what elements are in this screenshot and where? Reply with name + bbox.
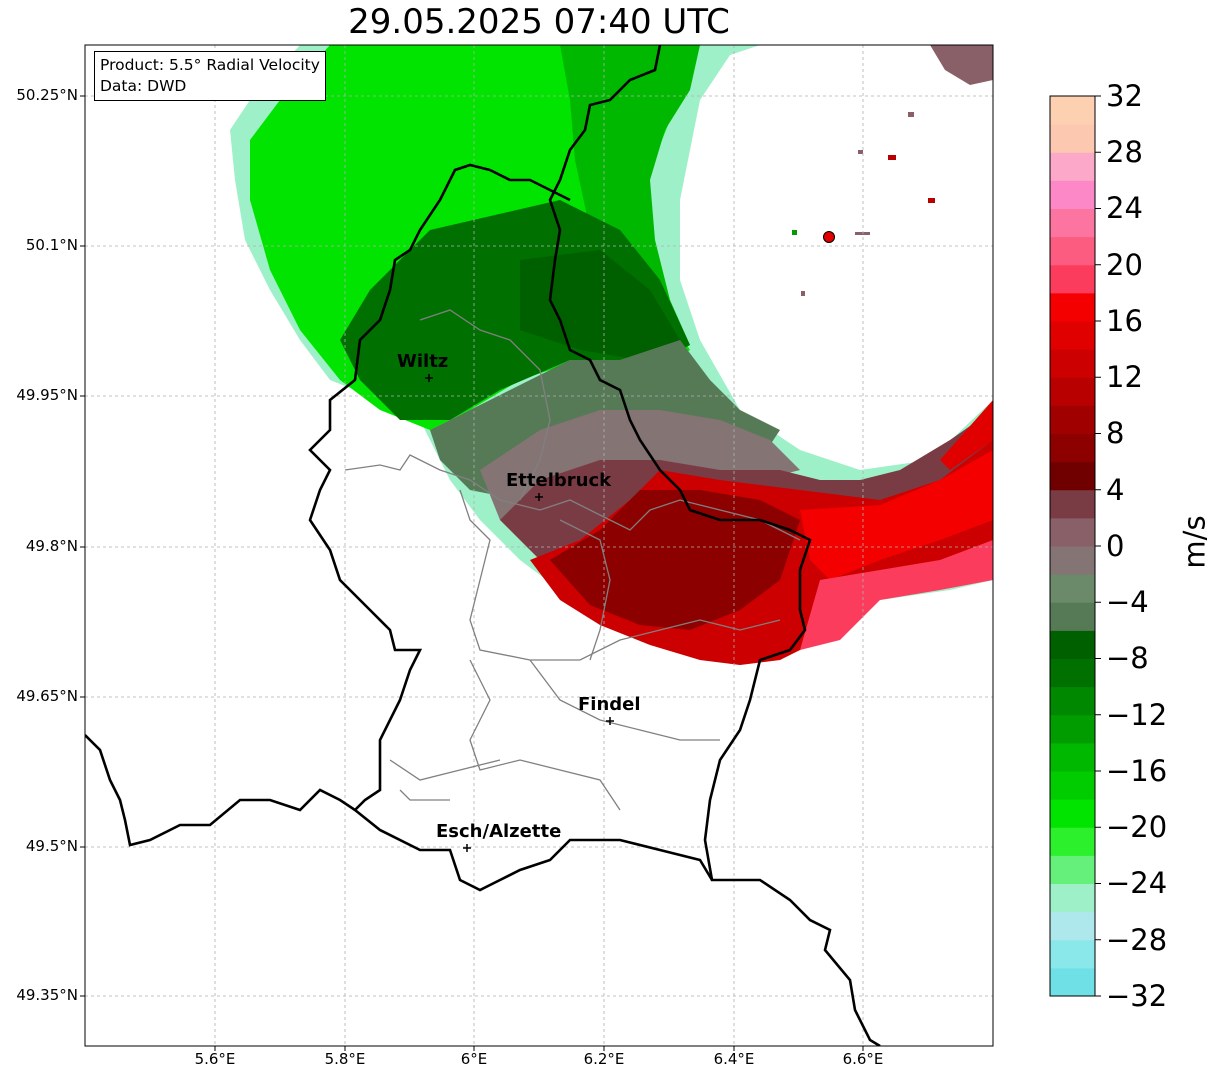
colorbar: [1049, 95, 1101, 997]
colorbar-tick: 24: [1106, 191, 1143, 225]
city-label-findel: Findel: [578, 694, 641, 715]
colorbar-segment: [1050, 574, 1095, 603]
city-label-ettelbruck: Ettelbruck: [506, 470, 612, 491]
lat-label: 50.1°N: [25, 236, 78, 254]
lat-label: 50.25°N: [16, 86, 78, 104]
city-label-wiltz: Wiltz: [397, 351, 449, 372]
colorbar-segment: [1050, 292, 1095, 322]
colorbar-segment: [1050, 799, 1095, 828]
lat-label: 49.65°N: [16, 687, 78, 705]
city-label-esch-alzette: Esch/Alzette: [436, 821, 562, 842]
lon-label: 6.4°E: [713, 1050, 755, 1068]
colorbar-segment: [1050, 714, 1095, 744]
colorbar-segment: [1050, 602, 1095, 631]
colorbar-segment: [1050, 124, 1095, 153]
colorbar-tick: 28: [1106, 135, 1143, 169]
radar-echoes: [230, 45, 993, 665]
colorbar-tick: −4: [1106, 585, 1149, 619]
colorbar-tick: −12: [1106, 698, 1168, 732]
colorbar-tick: 16: [1106, 304, 1143, 338]
axis-ticks: [80, 95, 864, 1051]
colorbar-segment: [1050, 321, 1095, 350]
canton-borders: [344, 309, 801, 811]
colorbar-segment: [1050, 377, 1095, 406]
colorbar-segment: [1050, 96, 1095, 125]
lon-label: 6.6°E: [842, 1050, 884, 1068]
graticule: [85, 45, 993, 1046]
colorbar-segment: [1050, 517, 1095, 547]
colorbar-tick: 12: [1106, 360, 1143, 394]
lat-label: 49.95°N: [16, 386, 78, 404]
lat-label: 49.35°N: [16, 986, 78, 1004]
colorbar-segment: [1050, 208, 1095, 238]
colorbar-segment: [1050, 658, 1095, 688]
colorbar-segment: [1050, 180, 1095, 209]
product-info-box: Product: 5.5° Radial Velocity Data: DWD: [94, 51, 326, 101]
product-label: Product: 5.5° Radial Velocity: [100, 56, 320, 74]
colorbar-tick: 0: [1106, 529, 1125, 563]
colorbar-tick: −20: [1106, 810, 1168, 844]
colorbar-segment: [1050, 771, 1095, 800]
data-source-label: Data: DWD: [100, 77, 187, 95]
colorbar-tick: −32: [1106, 979, 1168, 1013]
colorbar-tick: 4: [1106, 473, 1125, 507]
colorbar-tick: −8: [1106, 641, 1149, 675]
colorbar-segment: [1050, 911, 1095, 941]
lon-label: 6°E: [460, 1050, 488, 1068]
city-markers: [425, 374, 614, 852]
colorbar-segment: [1050, 152, 1095, 181]
national-borders: [85, 45, 881, 1046]
colorbar-segment: [1050, 349, 1095, 378]
colorbar-segment: [1050, 742, 1095, 772]
colorbar-segment: [1050, 967, 1095, 997]
lat-label: 49.5°N: [25, 837, 78, 855]
lon-label: 5.6°E: [194, 1050, 236, 1068]
colorbar-segment: [1050, 489, 1095, 519]
colorbar-segment: [1050, 686, 1095, 716]
colorbar-segment: [1050, 433, 1095, 463]
lon-label: 5.8°E: [324, 1050, 366, 1068]
colorbar-segment: [1050, 630, 1095, 659]
colorbar-tick: −16: [1106, 754, 1168, 788]
lat-label: 49.8°N: [25, 537, 78, 555]
colorbar-segment: [1050, 939, 1095, 969]
colorbar-tick: 8: [1106, 416, 1125, 450]
colorbar-tick: 20: [1106, 248, 1143, 282]
map-title: 29.05.2025 07:40 UTC: [348, 2, 730, 42]
radar-site-marker: [823, 231, 835, 243]
colorbar-tick: −24: [1106, 866, 1168, 900]
colorbar-tick: −28: [1106, 923, 1168, 957]
colorbar-segment: [1050, 236, 1095, 266]
colorbar-segment: [1050, 855, 1095, 884]
colorbar-tick: 32: [1106, 79, 1143, 113]
colorbar-unit-label: m/s: [1177, 515, 1207, 569]
colorbar-segment: [1050, 264, 1095, 294]
colorbar-segment: [1050, 461, 1095, 491]
lon-label: 6.2°E: [583, 1050, 625, 1068]
colorbar-segment: [1050, 546, 1095, 575]
colorbar-segment: [1050, 827, 1095, 856]
colorbar-segment: [1050, 883, 1095, 913]
colorbar-segment: [1050, 405, 1095, 434]
